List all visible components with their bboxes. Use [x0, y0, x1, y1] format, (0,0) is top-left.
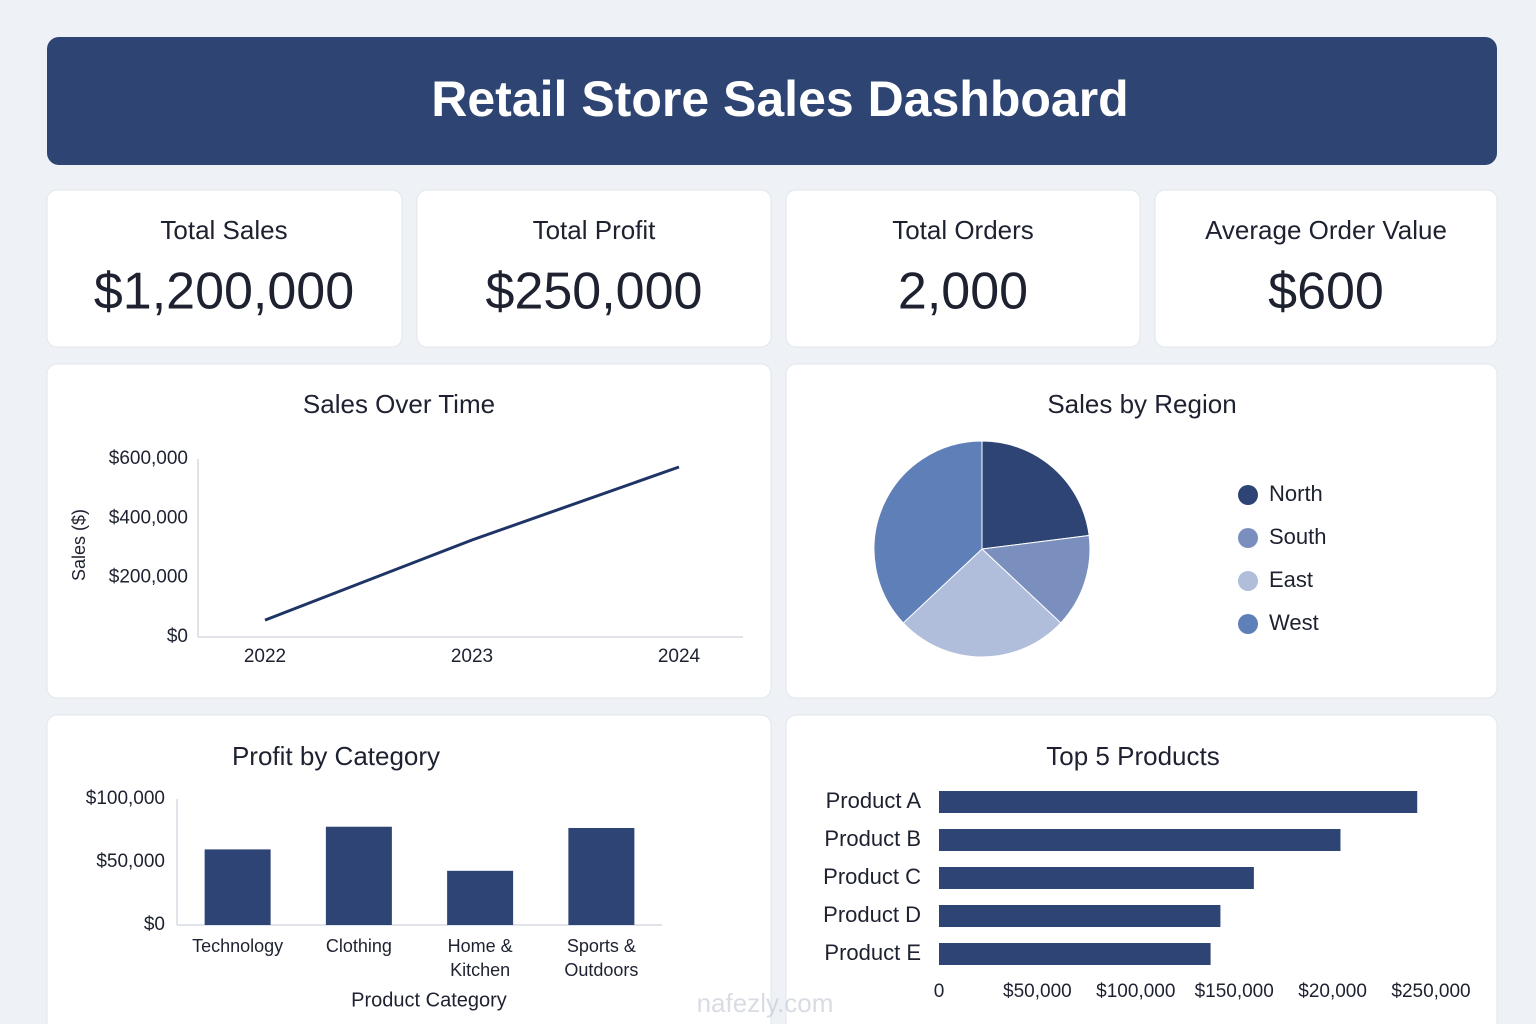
kpi-label: Total Orders: [892, 215, 1034, 245]
kpi-card: [1154, 189, 1498, 348]
y-tick-label: Product B: [824, 826, 921, 851]
legend-label: South: [1269, 524, 1327, 549]
x-tick-label: 2024: [658, 646, 701, 667]
y-tick-label: $600,000: [109, 448, 188, 469]
y-tick-label: Product C: [823, 864, 921, 889]
x-tick-label: $150,000: [1195, 981, 1274, 1002]
x-tick-label-box: Technology: [192, 936, 284, 956]
x-tick-label-box: Clothing: [325, 936, 392, 956]
x-tick-label: Home & Kitchen: [447, 936, 513, 980]
legend-swatch: [1238, 571, 1258, 591]
bar: [325, 826, 392, 925]
kpi-value: 2,000: [898, 263, 1028, 321]
x-tick-label: 2022: [244, 646, 286, 667]
legend-swatch: [1238, 528, 1258, 548]
bar: [939, 943, 1211, 965]
bar: [568, 827, 635, 925]
kpi-card: [785, 189, 1141, 348]
y-tick-label: $0: [167, 626, 188, 647]
chart-title: Sales by Region: [1047, 389, 1236, 419]
kpi-value: $250,000: [486, 263, 703, 321]
kpi-label: Total Profit: [533, 215, 657, 245]
chart-title: Profit by Category: [232, 741, 440, 771]
x-tick-label-box: Home & Kitchen: [447, 936, 513, 980]
legend-label: East: [1269, 567, 1313, 592]
chart-title: Top 5 Products: [1046, 741, 1219, 771]
y-tick-label: $100,000: [86, 788, 165, 809]
y-tick-label: Product D: [823, 902, 921, 927]
x-tick-label: $100,000: [1096, 981, 1175, 1002]
bar: [939, 791, 1418, 813]
kpi-value: $600: [1268, 263, 1384, 321]
bar: [204, 849, 271, 925]
x-tick-label: Technology: [192, 936, 284, 956]
x-tick-label: Clothing: [325, 936, 392, 956]
x-tick-label: Sports & Outdoors: [564, 936, 639, 980]
kpi-card: [46, 189, 403, 348]
pie-slice: [981, 440, 1090, 550]
x-tick-label: 0: [934, 981, 945, 1002]
y-tick-label: $200,000: [109, 567, 188, 588]
kpi-card: [416, 189, 772, 348]
legend-swatch: [1238, 485, 1258, 505]
y-tick-label: $50,000: [96, 851, 165, 872]
dashboard-title: Retail Store Sales Dashboard: [431, 71, 1128, 127]
y-tick-label: Product E: [824, 940, 921, 965]
y-tick-label: $400,000: [109, 507, 188, 528]
x-tick-label-box: Sports & Outdoors: [564, 936, 639, 980]
legend-swatch: [1238, 614, 1258, 634]
x-tick-label: $50,000: [1003, 981, 1072, 1002]
bar: [939, 829, 1341, 851]
kpi-value: $1,200,000: [94, 263, 354, 321]
y-tick-label: Product A: [826, 788, 922, 813]
bar: [939, 867, 1254, 889]
y-tick-label: $0: [144, 914, 165, 935]
watermark: nafezly.com: [697, 988, 834, 1018]
chart-title: Sales Over Time: [303, 389, 495, 419]
chart-card: [46, 714, 772, 1024]
y-axis-label: Sales ($): [69, 509, 89, 581]
pie-slice: [980, 534, 1091, 624]
x-axis-label: Product Category: [351, 989, 507, 1011]
kpi-label: Average Order Value: [1205, 215, 1447, 245]
legend-label: North: [1269, 481, 1323, 506]
x-tick-label: 2023: [451, 646, 493, 667]
bar: [447, 870, 514, 925]
kpi-label: Total Sales: [160, 215, 287, 245]
x-tick-label: $250,000: [1391, 981, 1470, 1002]
x-tick-label: $20,000: [1298, 981, 1367, 1002]
pie-slice: [902, 548, 1062, 658]
pie-slice: [873, 440, 983, 624]
chart-card: [46, 363, 772, 699]
bar: [939, 905, 1221, 927]
header-bar: [47, 37, 1497, 165]
line-series: [264, 465, 680, 622]
legend-label: West: [1269, 610, 1319, 635]
